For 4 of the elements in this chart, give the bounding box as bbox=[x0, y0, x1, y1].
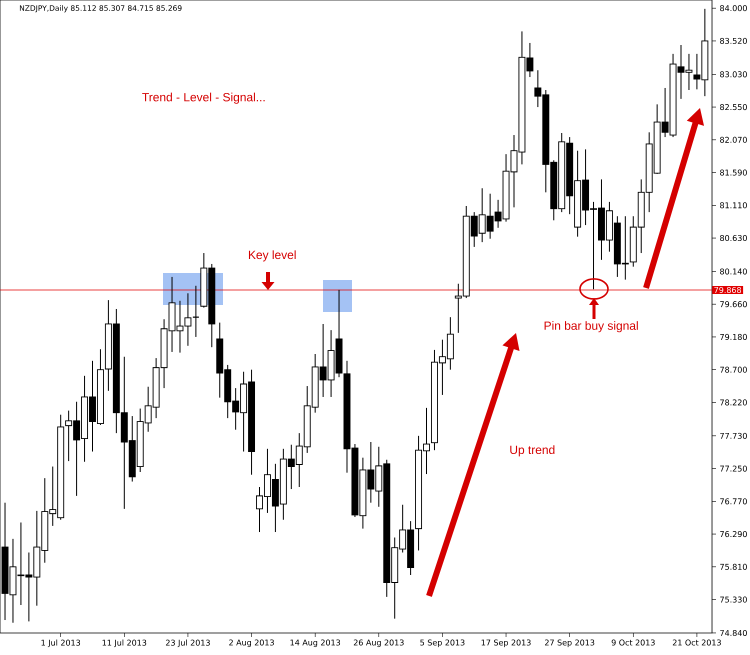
annotation: Up trend bbox=[510, 445, 554, 456]
annotation: Trend - Level - Signal... bbox=[142, 92, 265, 104]
annotation: Pin bar buy signal bbox=[544, 321, 638, 332]
annotation: Key level bbox=[248, 250, 296, 262]
